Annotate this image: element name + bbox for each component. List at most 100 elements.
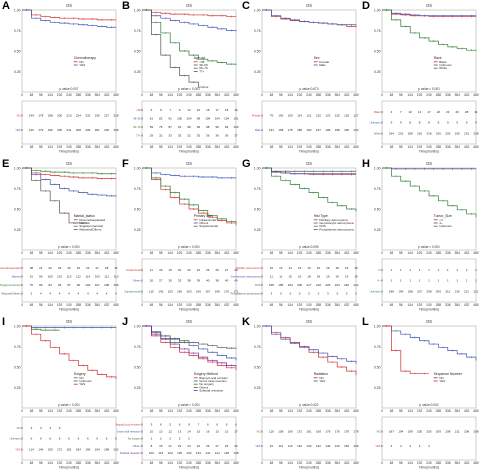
risk-x-tick-label: 432	[224, 461, 230, 465]
x-tick-label: 384	[94, 409, 100, 413]
risk-cell: 4	[87, 292, 89, 296]
risk-cell: 6	[78, 437, 80, 441]
risk-row-label: 60~76	[133, 125, 141, 129]
risk-cell: 3	[308, 292, 310, 296]
x-tick-label: 288	[316, 409, 322, 413]
risk-cell: 18	[307, 274, 311, 278]
risk-cell: 126	[344, 114, 349, 118]
panel-letter: B	[122, 0, 130, 12]
y-tick-label: 0.25	[254, 228, 261, 232]
x-tick-label: 96	[279, 409, 283, 413]
risk-cell: 3	[289, 292, 291, 296]
risk-cell: 114	[297, 114, 302, 118]
risk-cell: 76	[159, 125, 163, 129]
risk-cell: 171	[233, 289, 238, 293]
x-tick-label: 48	[270, 251, 274, 255]
risk-row-label: Widowed/Others	[1, 292, 21, 296]
risk-x-tick-label: 240	[426, 303, 432, 307]
risk-cell: 1	[456, 268, 458, 272]
risk-cell: 27	[216, 444, 220, 448]
x-tick-label: 384	[214, 409, 220, 413]
risk-x-tick-label: 0	[381, 145, 383, 149]
risk-x-tick-label: 288	[436, 145, 442, 149]
chart-title: OS	[306, 3, 312, 8]
risk-row-label: 77+	[136, 134, 141, 138]
risk-table-frame	[381, 416, 477, 461]
chart-title: OS	[186, 319, 192, 324]
risk-cell: 1	[447, 268, 449, 272]
x-tick-label: 192	[177, 409, 183, 413]
x-tick-label: 384	[214, 251, 220, 255]
risk-x-tick-label: 480	[233, 145, 239, 149]
risk-row-label: Subtotal resection	[120, 451, 141, 455]
risk-x-tick-label: 384	[94, 145, 100, 149]
legend-label: NO	[439, 376, 444, 380]
km-panel-h: H OS 0.25 0.50 0.75 1.00 0 48 96 144 192 240 288 336 3…	[360, 158, 480, 316]
risk-table-frame	[381, 258, 477, 303]
risk-x-tick-label: 48	[30, 461, 34, 465]
legend-label: 4~	[439, 221, 443, 225]
risk-x-tick-label: 48	[30, 145, 34, 149]
legend-label: 38~59	[199, 63, 208, 67]
risk-x-tick-label: 288	[316, 303, 322, 307]
x-tick-label: 48	[390, 93, 394, 97]
risk-cell: 15	[216, 430, 220, 434]
risk-x-tick-label: 480	[353, 461, 359, 465]
risk-cell: 6	[216, 422, 218, 426]
legend-label: Infratentorial	[199, 218, 216, 222]
risk-cell: 18	[317, 274, 321, 278]
risk-cell: 120	[316, 114, 321, 118]
risk-cell: 109	[288, 114, 293, 118]
risk-cell: 7	[400, 110, 402, 114]
legend-label: Fibrillary astrocytoma	[319, 218, 348, 222]
risk-cell: 1	[428, 268, 430, 272]
risk-cell: 205	[417, 430, 422, 434]
legend-label: Gemistocytic astrocytoma	[319, 221, 354, 225]
risk-cell: 13	[418, 110, 422, 114]
risk-x-tick-label: 48	[390, 461, 394, 465]
risk-cell: 102	[85, 283, 90, 287]
risk-cell: 226	[436, 131, 441, 135]
km-panel-f: F OS 0.25 0.50 0.75 1.00 0 48 96 144 192 240 288 336 3…	[120, 158, 240, 316]
risk-row-label: YES	[15, 128, 20, 132]
x-tick-label: 480	[353, 93, 359, 97]
x-tick-label: 192	[297, 409, 303, 413]
risk-cell: 200	[104, 128, 109, 132]
risk-cell: 158	[269, 283, 274, 287]
chart-title: OS	[426, 3, 432, 8]
y-tick-label: 0.50	[374, 207, 381, 211]
x-tick-label: 480	[113, 409, 119, 413]
x-tick-label: 96	[39, 251, 43, 255]
risk-cell: 87	[169, 125, 173, 129]
risk-cell: 123	[325, 114, 330, 118]
risk-cell: 108	[104, 283, 109, 287]
risk-cell: 4	[409, 444, 411, 448]
x-tick-label: 48	[150, 409, 154, 413]
km-curve	[262, 325, 357, 364]
risk-x-tick-label: 144	[167, 145, 173, 149]
risk-cell: 11	[150, 268, 153, 272]
risk-cell: 96	[39, 274, 43, 278]
risk-cell: 27	[225, 268, 229, 272]
x-tick-label: 336	[85, 93, 91, 97]
risk-x-tick-label: 240	[426, 145, 432, 149]
risk-x-tick-label: 384	[214, 303, 220, 307]
risk-cell: 2	[169, 437, 171, 441]
risk-cell: 0	[261, 266, 263, 270]
risk-cell: 230	[95, 114, 100, 118]
x-tick-label: 432	[104, 409, 110, 413]
risk-cell: 9	[475, 121, 477, 125]
risk-cell: 16	[206, 430, 210, 434]
p-value: p value:< 0.001	[58, 245, 80, 249]
risk-cell: 107	[95, 283, 100, 287]
y-tick-label: 0.25	[134, 228, 141, 232]
risk-cell: 6	[96, 437, 98, 441]
risk-cell: 201	[398, 131, 403, 135]
risk-cell: 8	[151, 444, 153, 448]
risk-table-frame	[21, 100, 117, 145]
risk-x-tick-label: 0	[141, 303, 143, 307]
risk-cell: 32	[187, 134, 191, 138]
risk-x-tick-label: 96	[279, 303, 283, 307]
risk-x-tick-label: 96	[279, 145, 283, 149]
x-tick-label: 432	[464, 409, 470, 413]
